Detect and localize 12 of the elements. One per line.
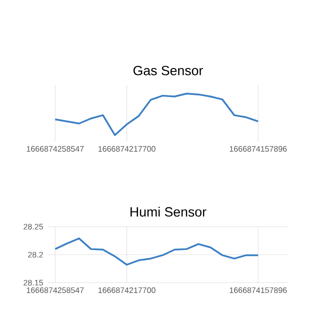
chart-title: Humi Sensor [130,206,206,217]
line-series [54,238,260,266]
x-tick-label: 1666874157896 [230,287,287,294]
y-tick-label: 28.2 [28,252,43,258]
chart-title: Gas Sensor [133,66,203,76]
x-tick-label: 1666874258547 [26,287,84,294]
y-tick-label: 28.15 [24,280,43,286]
y-tick-label: 28.25 [24,224,43,230]
x-tick-label: 1666874217700 [98,146,156,152]
x-tick-label: 1666874157896 [230,146,287,152]
x-tick-label: 1666874258547 [26,146,84,152]
x-tick-label: 1666874217700 [98,287,156,294]
